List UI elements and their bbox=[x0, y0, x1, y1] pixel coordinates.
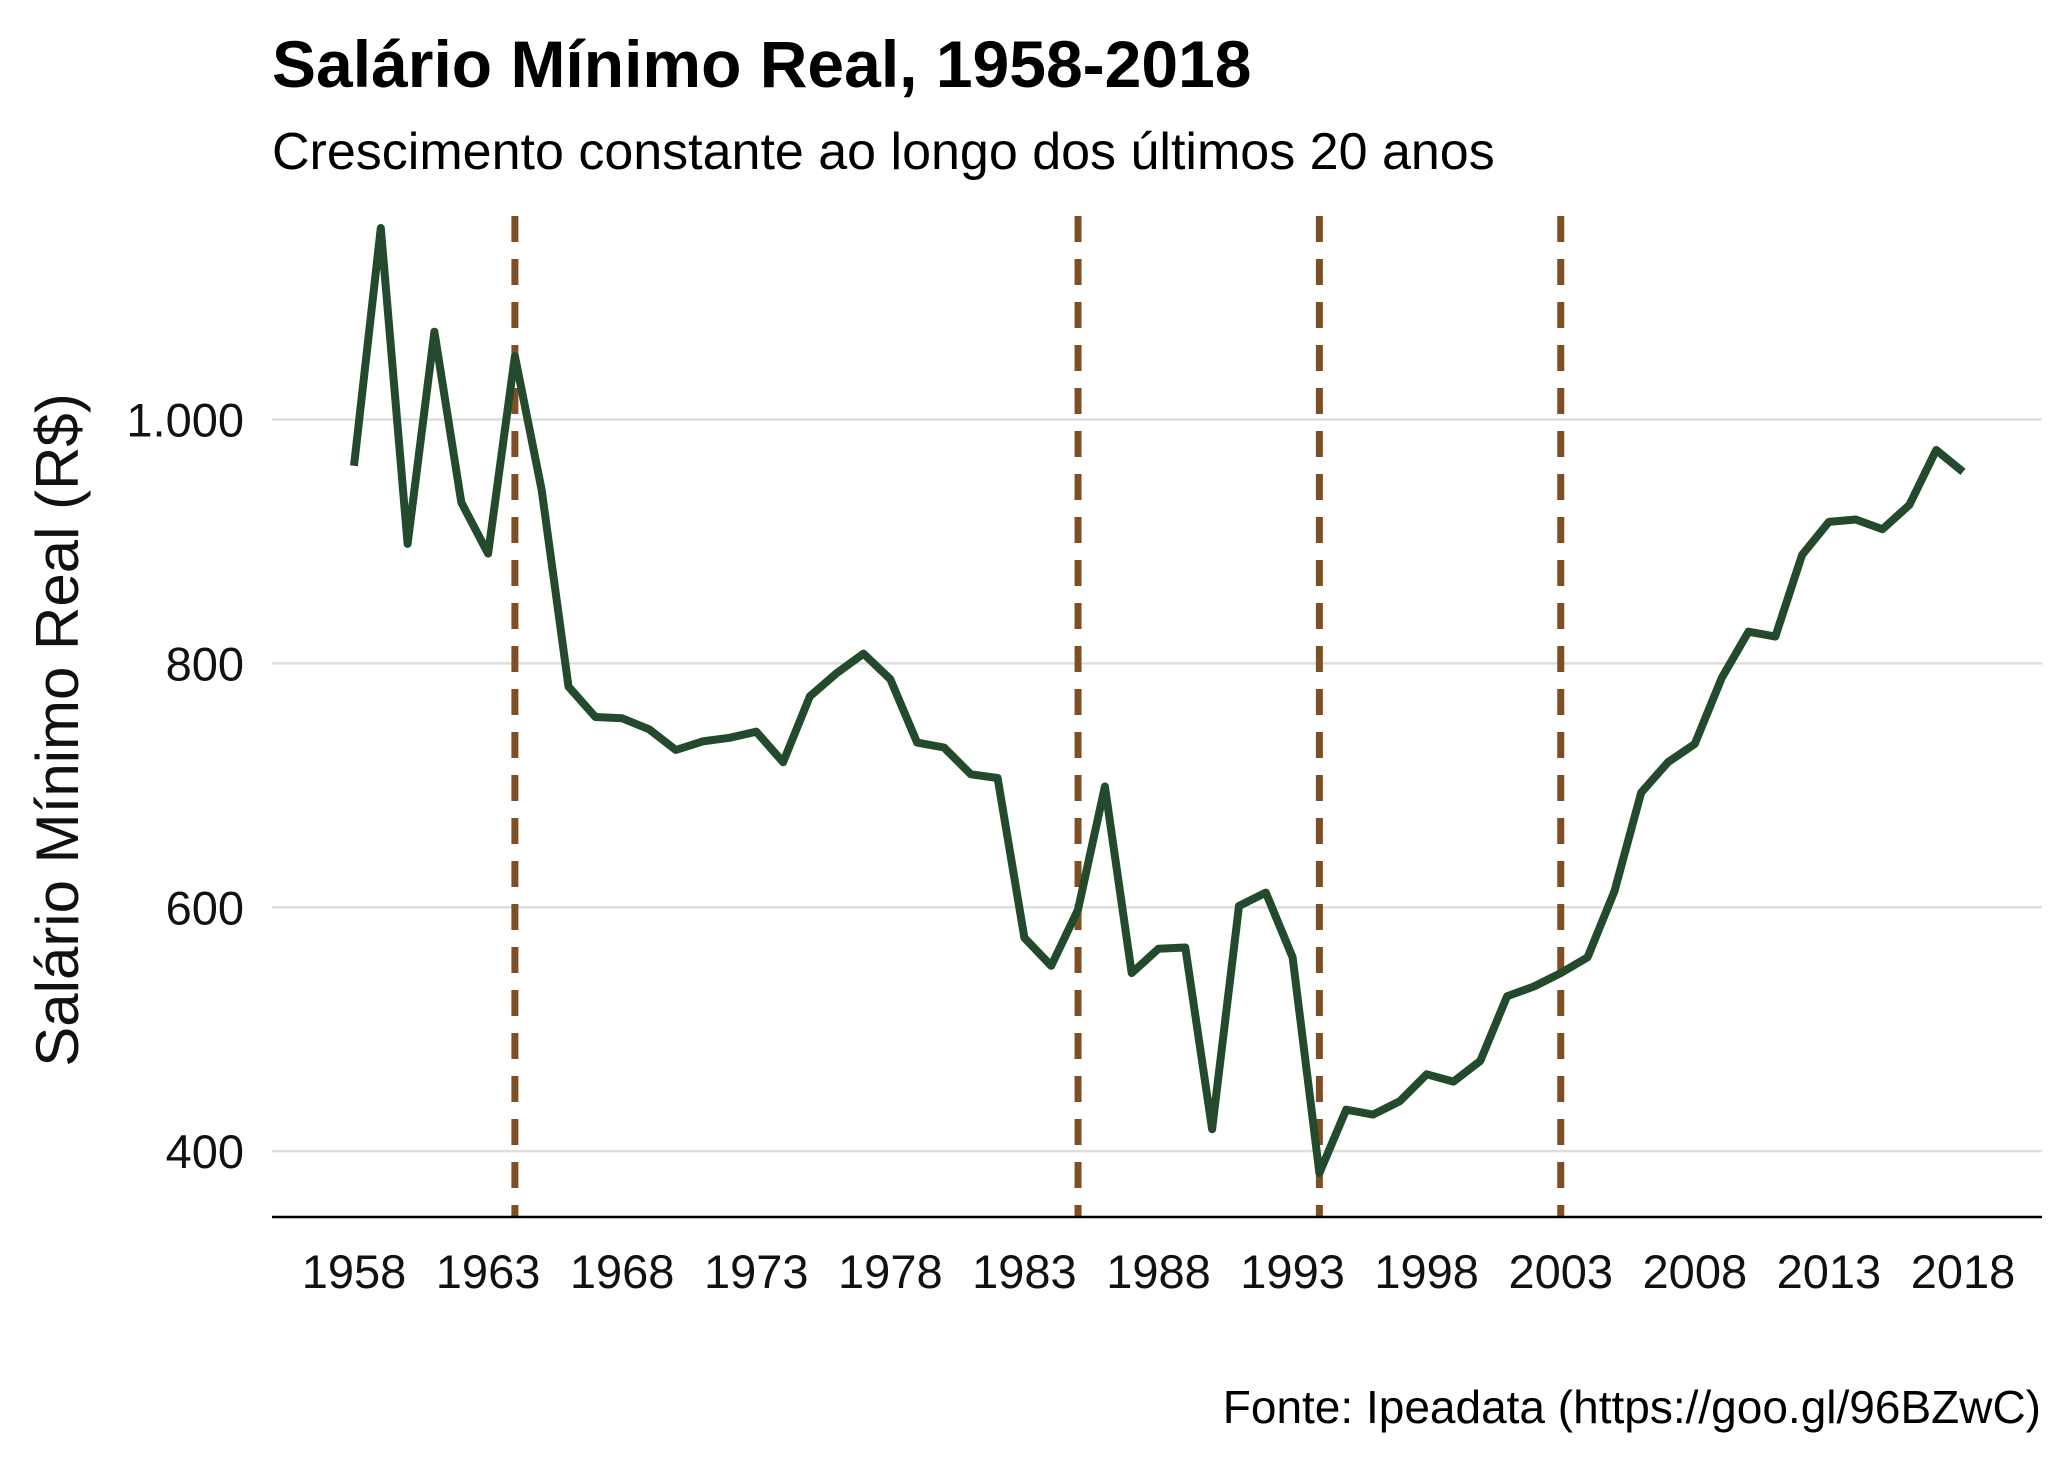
y-tick-label: 600 bbox=[166, 881, 244, 934]
x-tick-label: 1993 bbox=[1240, 1245, 1345, 1298]
x-tick-label: 1988 bbox=[1106, 1245, 1211, 1298]
y-tick-label: 1.000 bbox=[126, 393, 244, 446]
y-axis-title: Salário Mínimo Real (R$) bbox=[24, 393, 91, 1067]
chart-subtitle: Crescimento constante ao longo dos últim… bbox=[272, 123, 1495, 181]
chart-caption: Fonte: Ipeadata (https://goo.gl/96BZwC) bbox=[1222, 1381, 2041, 1433]
x-tick-label: 1958 bbox=[302, 1245, 407, 1298]
reference-lines bbox=[511, 216, 1565, 1217]
x-tick-label: 1983 bbox=[972, 1245, 1077, 1298]
series-line bbox=[350, 224, 1966, 1178]
x-tick-label: 1963 bbox=[436, 1245, 541, 1298]
y-tick-label: 800 bbox=[166, 637, 244, 690]
x-tick-label: 1978 bbox=[838, 1245, 943, 1298]
x-tick-label: 2003 bbox=[1508, 1245, 1613, 1298]
x-tick-label: 2018 bbox=[1911, 1245, 2016, 1298]
x-tick-label: 1973 bbox=[704, 1245, 809, 1298]
series-layer bbox=[350, 224, 1966, 1178]
x-tick-labels: 1958 1963 1968 1973 1978 1983 1988 1993 1998 2003… bbox=[302, 1245, 2016, 1298]
gridlines bbox=[272, 418, 2042, 1153]
y-tick-label: 400 bbox=[166, 1125, 244, 1178]
x-tick-label: 1968 bbox=[570, 1245, 675, 1298]
y-tick-labels: 400 600 800 1.000 bbox=[126, 393, 244, 1178]
x-tick-label: 2008 bbox=[1643, 1245, 1748, 1298]
x-tick-label: 1998 bbox=[1374, 1245, 1479, 1298]
x-tick-label: 2013 bbox=[1777, 1245, 1882, 1298]
chart-title: Salário Mínimo Real, 1958-2018 bbox=[272, 27, 1252, 101]
